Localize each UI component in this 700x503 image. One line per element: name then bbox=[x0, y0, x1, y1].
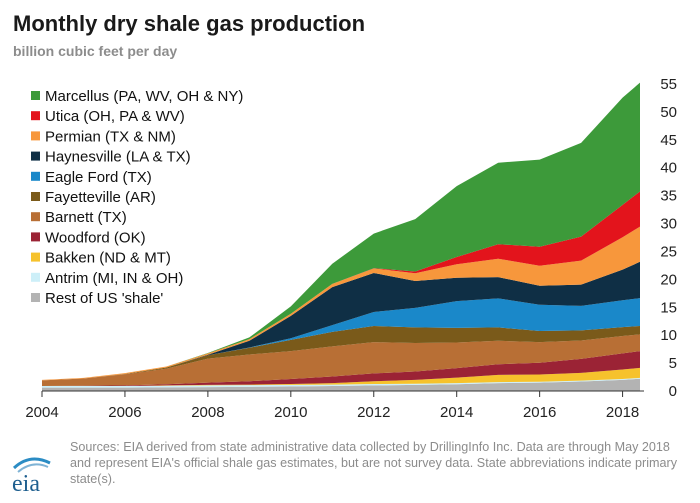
chart-subtitle: billion cubic feet per day bbox=[13, 43, 178, 59]
svg-text:eia: eia bbox=[12, 471, 40, 497]
legend-label-rest-of-us-shale: Rest of US 'shale' bbox=[45, 290, 163, 307]
area-bakken bbox=[42, 367, 640, 386]
y-tick-label: 50 bbox=[660, 104, 677, 121]
area-haynesville bbox=[42, 261, 640, 381]
y-tick-label: 20 bbox=[660, 271, 677, 288]
legend-swatch-woodford bbox=[31, 232, 40, 242]
legend-label-fayetteville: Fayetteville (AR) bbox=[45, 189, 156, 206]
eia-logo: eia bbox=[12, 457, 51, 497]
legend-swatch-rest-of-us-shale bbox=[31, 293, 40, 302]
legend: Marcellus (PA, WV, OH & NY) Utica (OH, PA… bbox=[31, 88, 243, 307]
legend-swatch-bakken bbox=[31, 252, 40, 262]
y-tick-label: 45 bbox=[660, 132, 677, 149]
legend-swatch-utica bbox=[31, 111, 40, 121]
y-tick-label: 5 bbox=[669, 355, 677, 372]
legend-swatch-haynesville bbox=[31, 151, 40, 161]
y-tick-label: 10 bbox=[660, 327, 677, 344]
legend-label-eagle-ford: Eagle Ford (TX) bbox=[45, 169, 152, 186]
area-permian bbox=[42, 226, 640, 381]
legend-swatch-antrim bbox=[31, 272, 40, 282]
legend-swatch-marcellus bbox=[31, 91, 40, 100]
area-marcellus bbox=[42, 82, 640, 380]
legend-label-bakken: Bakken (ND & MT) bbox=[45, 250, 171, 267]
legend-label-antrim: Antrim (MI, IN & OH) bbox=[45, 270, 183, 287]
area-eagle-ford bbox=[42, 298, 640, 381]
x-tick-label: 2006 bbox=[108, 404, 141, 421]
legend-label-haynesville: Haynesville (LA & TX) bbox=[45, 149, 191, 166]
legend-label-woodford: Woodford (OK) bbox=[45, 229, 146, 246]
legend-swatch-fayetteville bbox=[31, 192, 40, 201]
x-tick-label: 2014 bbox=[440, 404, 473, 421]
x-tick-label: 2010 bbox=[274, 404, 307, 421]
legend-label-permian: Permian (TX & NM) bbox=[45, 128, 176, 145]
y-tick-label: 30 bbox=[660, 216, 677, 233]
chart-title: Monthly dry shale gas production bbox=[13, 11, 366, 36]
area-rest-of-us-shale bbox=[42, 378, 640, 391]
legend-label-barnett: Barnett (TX) bbox=[45, 209, 127, 226]
y-tick-label: 35 bbox=[660, 188, 677, 205]
area-fayetteville bbox=[42, 325, 640, 381]
area-layer bbox=[42, 82, 640, 391]
area-antrim bbox=[42, 377, 640, 388]
axes-layer: 2004 2006 2008 2010 2012 2014 2016 2018 0 5 10 15 20… bbox=[25, 76, 677, 421]
x-tick-label: 2012 bbox=[357, 404, 390, 421]
legend-label-utica: Utica (OH, PA & WV) bbox=[45, 108, 185, 125]
x-tick-label: 2008 bbox=[191, 404, 224, 421]
y-tick-label: 25 bbox=[660, 243, 677, 260]
x-tick-label: 2004 bbox=[25, 404, 58, 421]
legend-swatch-permian bbox=[31, 131, 40, 141]
legend-swatch-eagle-ford bbox=[31, 171, 40, 181]
x-tick-label: 2016 bbox=[523, 404, 556, 421]
y-tick-label: 0 bbox=[669, 383, 677, 400]
x-tick-label: 2018 bbox=[606, 404, 639, 421]
area-woodford bbox=[42, 351, 640, 386]
y-tick-label: 55 bbox=[660, 76, 677, 93]
y-tick-label: 40 bbox=[660, 160, 677, 177]
legend-label-marcellus: Marcellus (PA, WV, OH & NY) bbox=[45, 88, 243, 105]
y-tick-label: 15 bbox=[660, 299, 677, 316]
legend-swatch-barnett bbox=[31, 212, 40, 222]
area-barnett bbox=[42, 334, 640, 386]
source-note: Sources: EIA derived from state administ… bbox=[70, 440, 677, 486]
